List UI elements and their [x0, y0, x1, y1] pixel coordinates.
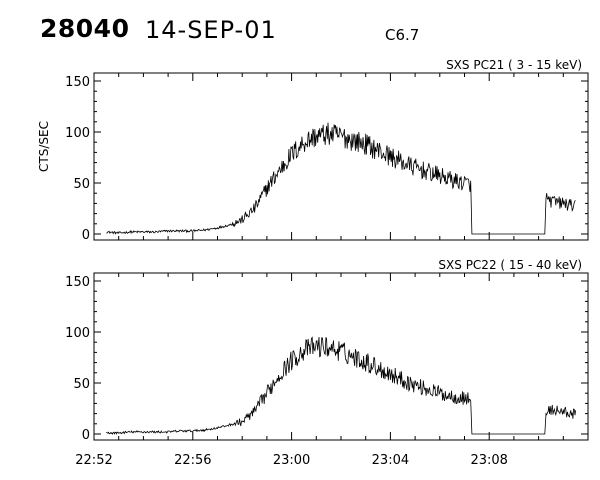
orbit-number: 28040: [40, 14, 130, 43]
x-tick-label: 22:56: [174, 453, 211, 468]
observation-date: 14-SEP-01: [145, 16, 277, 44]
y-tick-label: 100: [65, 326, 90, 341]
flare-class: C6.7: [385, 26, 420, 44]
chart-panel-1: 0 50 100 150 SXS PC21 ( 3 - 15 keV) CTS/SEC: [37, 58, 589, 243]
x-tick-label: 23:08: [470, 453, 507, 468]
x-tick-label: 22:52: [75, 453, 112, 468]
panel-title: SXS PC21 ( 3 - 15 keV): [446, 58, 582, 72]
plot-frame: [93, 72, 589, 241]
y-tick-label: 100: [65, 126, 90, 141]
count-rate-line: [106, 336, 576, 435]
y-tick-label: 50: [73, 377, 90, 392]
panel-title: SXS PC22 ( 15 - 40 keV): [438, 258, 582, 272]
x-tick-label: 23:04: [372, 453, 409, 468]
y-tick-label: 50: [73, 177, 90, 192]
chart-panel-2: 0 50 100 150 22:52 22:56 23:00 23:04 23:08 SXS PC…: [65, 258, 589, 468]
y-tick-label: 0: [82, 228, 90, 243]
plot-frame: [93, 272, 589, 441]
count-rate-line: [106, 122, 576, 235]
x-tick-label: 23:00: [273, 453, 310, 468]
y-tick-label: 150: [65, 75, 90, 90]
y-axis-label: CTS/SEC: [37, 121, 51, 172]
y-tick-label: 0: [82, 428, 90, 443]
y-tick-label: 150: [65, 275, 90, 290]
